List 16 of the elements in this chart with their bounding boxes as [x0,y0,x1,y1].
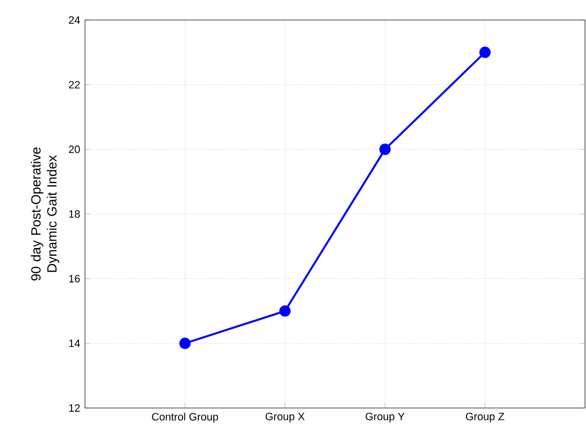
x-tick-label: Group Z [466,412,504,422]
y-tick-label: 14 [69,340,80,347]
x-tick-label: Group X [266,412,305,422]
y-axis-title: 90 day Post-Operative Dynamic Gait Index [30,148,60,280]
point [379,144,391,155]
y-tick-label: 24 [68,16,80,24]
y-tick-label: 18 [69,210,80,218]
y-tick-label: 22 [68,80,80,88]
point [179,338,191,349]
y-tick-label: 20 [68,146,80,154]
y-tick-label: 16 [69,274,80,282]
x-tick-label: Group Y [366,412,405,422]
point [279,305,291,317]
y-tick-label: 12 [69,404,80,412]
x-tick-label: Control Group [152,412,218,423]
point [479,46,491,58]
